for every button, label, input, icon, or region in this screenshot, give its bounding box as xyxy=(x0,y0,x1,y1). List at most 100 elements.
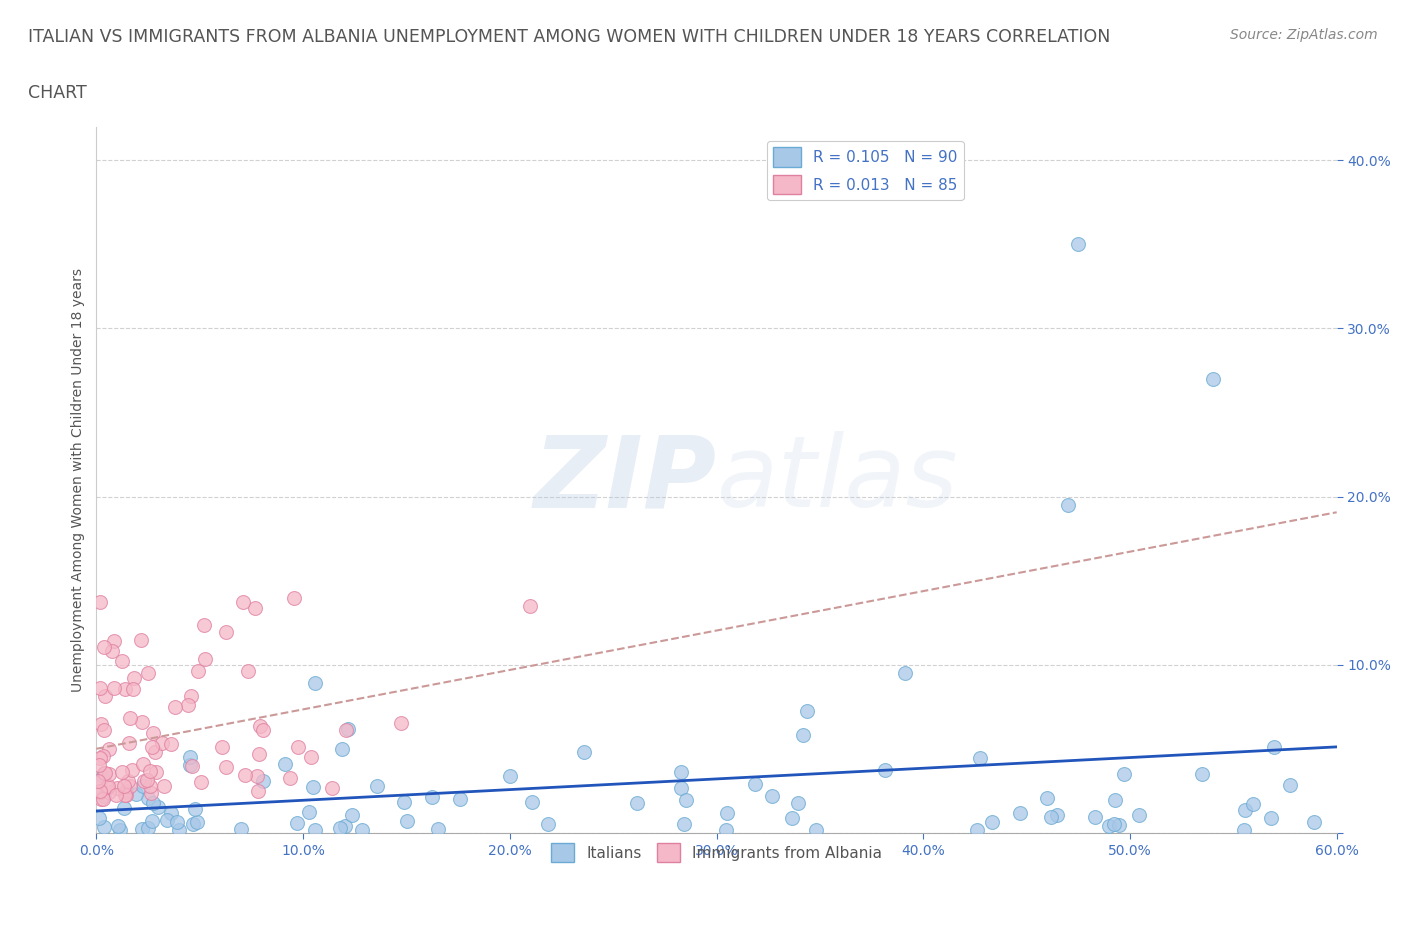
Point xyxy=(160,805,183,820)
Point xyxy=(969,751,991,765)
Point xyxy=(966,822,988,837)
Point xyxy=(115,787,138,802)
Point xyxy=(392,794,415,809)
Point xyxy=(139,778,162,793)
Point xyxy=(150,736,173,751)
Point xyxy=(193,618,215,632)
Point xyxy=(131,821,153,836)
Text: Source: ZipAtlas.com: Source: ZipAtlas.com xyxy=(1230,28,1378,42)
Point xyxy=(180,759,202,774)
Point xyxy=(183,802,205,817)
Text: ZIP: ZIP xyxy=(533,432,717,528)
Point xyxy=(716,806,738,821)
Point xyxy=(796,704,818,719)
Point xyxy=(87,773,110,788)
Point xyxy=(142,795,165,810)
Point xyxy=(179,758,201,773)
Point xyxy=(1263,739,1285,754)
Point xyxy=(93,723,115,737)
Point xyxy=(669,781,692,796)
Point xyxy=(873,763,896,777)
Point xyxy=(1114,766,1136,781)
Point xyxy=(396,814,419,829)
Point xyxy=(427,822,450,837)
Point xyxy=(131,715,153,730)
Point xyxy=(153,778,176,793)
Point xyxy=(111,764,134,779)
Point xyxy=(181,817,204,831)
Point xyxy=(194,651,217,666)
Point xyxy=(246,769,269,784)
Point xyxy=(519,599,541,614)
Point xyxy=(1084,810,1107,825)
Point xyxy=(112,801,135,816)
Point xyxy=(1260,811,1282,826)
Text: ITALIAN VS IMMIGRANTS FROM ALBANIA UNEMPLOYMENT AMONG WOMEN WITH CHILDREN UNDER : ITALIAN VS IMMIGRANTS FROM ALBANIA UNEMP… xyxy=(28,28,1111,46)
Point xyxy=(329,820,352,835)
Point xyxy=(287,739,309,754)
Point xyxy=(252,774,274,789)
Text: atlas: atlas xyxy=(717,432,957,528)
Point xyxy=(537,817,560,831)
Point xyxy=(786,795,808,810)
Point xyxy=(229,822,252,837)
Point xyxy=(1067,237,1090,252)
Point xyxy=(283,591,305,605)
Point xyxy=(366,778,388,793)
Point xyxy=(111,654,134,669)
Point xyxy=(136,820,159,835)
Point xyxy=(114,682,136,697)
Point xyxy=(574,744,596,759)
Point xyxy=(96,779,118,794)
Point xyxy=(249,718,271,733)
Point xyxy=(121,763,143,777)
Point xyxy=(245,601,267,616)
Point xyxy=(112,778,135,793)
Point xyxy=(302,779,325,794)
Point xyxy=(211,739,233,754)
Point xyxy=(94,765,117,780)
Point xyxy=(98,741,121,756)
Point xyxy=(1279,777,1302,792)
Point xyxy=(114,788,136,803)
Point xyxy=(792,727,814,742)
Point xyxy=(132,778,155,793)
Point xyxy=(806,822,828,837)
Point xyxy=(177,698,200,712)
Point xyxy=(139,764,162,778)
Point xyxy=(520,794,543,809)
Point xyxy=(1303,815,1326,830)
Point xyxy=(215,625,238,640)
Point xyxy=(304,675,326,690)
Point xyxy=(744,776,766,790)
Point xyxy=(1128,807,1150,822)
Point xyxy=(141,739,163,754)
Point xyxy=(671,765,693,780)
Point xyxy=(1039,809,1062,824)
Point xyxy=(233,768,256,783)
Point xyxy=(91,749,114,764)
Point xyxy=(1036,790,1059,805)
Point xyxy=(340,807,363,822)
Point xyxy=(321,781,343,796)
Point xyxy=(1057,498,1080,512)
Point xyxy=(165,699,187,714)
Point xyxy=(278,771,301,786)
Point xyxy=(350,822,373,837)
Point xyxy=(89,785,111,800)
Point xyxy=(91,768,114,783)
Point xyxy=(136,772,159,787)
Point xyxy=(1097,818,1119,833)
Point xyxy=(141,813,163,828)
Point xyxy=(143,745,166,760)
Point xyxy=(232,594,254,609)
Point xyxy=(93,639,115,654)
Point xyxy=(333,819,356,834)
Point xyxy=(675,792,697,807)
Point xyxy=(1104,792,1126,807)
Point xyxy=(252,723,274,737)
Point xyxy=(1010,805,1032,820)
Point xyxy=(1233,822,1256,837)
Point xyxy=(134,774,156,789)
Point xyxy=(1046,807,1069,822)
